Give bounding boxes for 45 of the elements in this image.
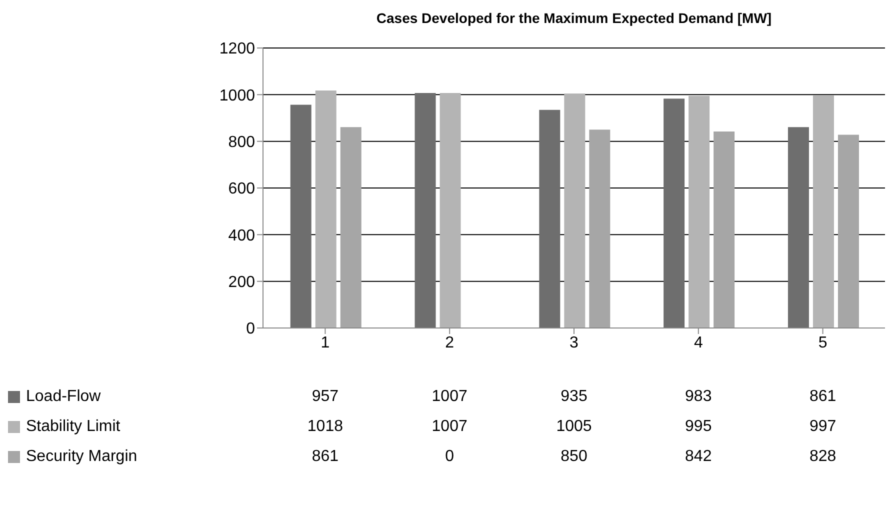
data-label: 983 xyxy=(684,388,713,406)
bar xyxy=(812,95,834,328)
bar xyxy=(664,98,685,328)
bar xyxy=(838,134,859,328)
data-label: 842 xyxy=(684,448,713,466)
bar xyxy=(714,132,735,328)
data-label: 861 xyxy=(310,448,340,466)
x-tick-label: 3 xyxy=(570,334,579,352)
y-tick-label: 200 xyxy=(228,274,256,292)
y-tick-label: 1200 xyxy=(219,40,256,58)
y-tick-label: 1000 xyxy=(219,87,256,104)
legend-label: Stability Limit xyxy=(26,418,120,436)
data-label: 861 xyxy=(808,388,838,406)
x-tick-label: 4 xyxy=(694,334,703,352)
data-label: 828 xyxy=(808,448,838,466)
legend-label: Security Margin xyxy=(26,448,138,466)
data-label: 1007 xyxy=(430,388,468,406)
bar xyxy=(414,93,436,328)
bar xyxy=(688,96,710,328)
y-tick-label: 400 xyxy=(228,227,256,244)
x-tick-label: 2 xyxy=(445,334,454,352)
data-label: 995 xyxy=(684,418,713,436)
data-label: 1018 xyxy=(306,418,344,436)
bar xyxy=(589,130,610,328)
data-label: 850 xyxy=(560,448,588,466)
data-label: 0 xyxy=(444,448,456,466)
bar xyxy=(440,93,461,328)
data-label: 935 xyxy=(560,388,588,406)
y-tick-label: 600 xyxy=(228,180,256,198)
data-label: 997 xyxy=(808,418,838,436)
x-tick-label: 1 xyxy=(320,334,330,352)
bar xyxy=(564,94,586,328)
y-tick-label: 0 xyxy=(246,320,256,338)
legend-label: Load-Flow xyxy=(26,388,101,406)
bar xyxy=(290,104,312,328)
bar xyxy=(340,127,362,328)
bar xyxy=(788,127,809,328)
x-tick-label: 5 xyxy=(818,334,828,352)
chart-title: Cases Developed for the Maximum Expected Demand [MW] xyxy=(375,10,773,26)
y-tick-label: 800 xyxy=(228,134,256,152)
data-label: 1007 xyxy=(430,418,468,436)
data-label: 1005 xyxy=(555,418,593,436)
data-label: 957 xyxy=(310,388,340,406)
bar xyxy=(539,110,560,328)
bar xyxy=(315,90,336,328)
